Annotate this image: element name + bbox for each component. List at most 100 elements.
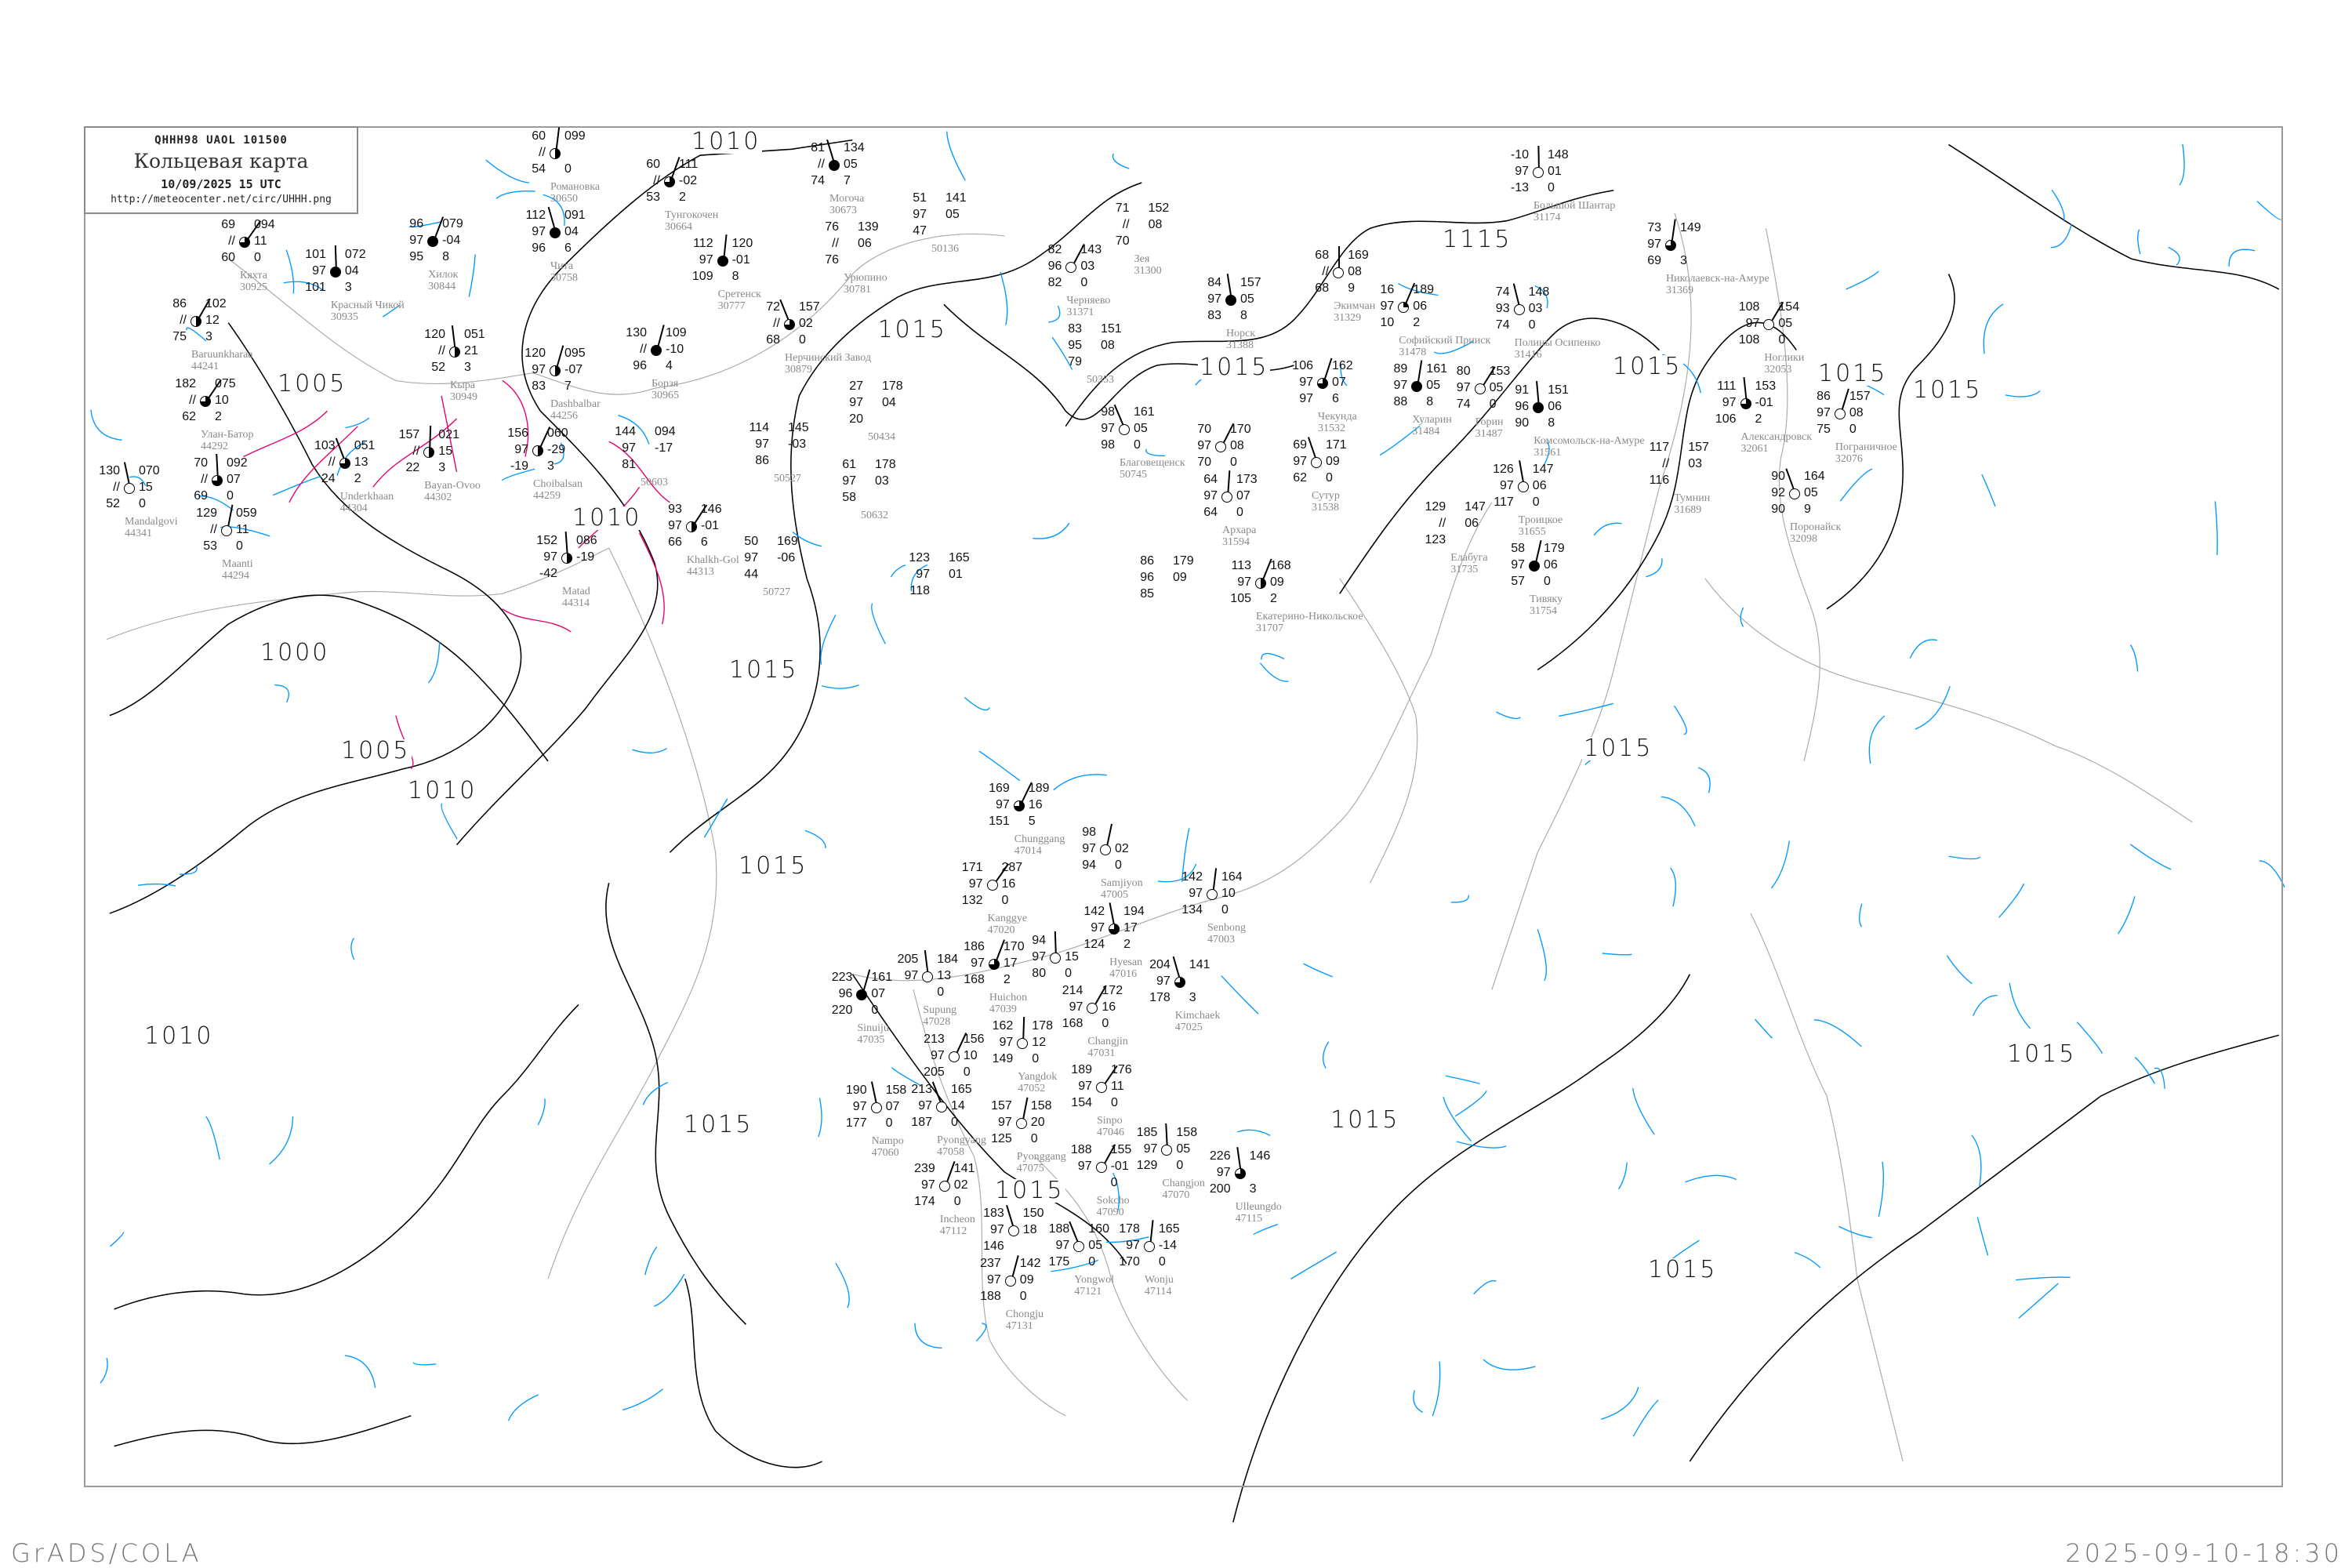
station-temperature: 157 [991, 1098, 1012, 1112]
isotherm-segment [1981, 474, 1996, 507]
isotherm-segment [2077, 1022, 2103, 1054]
station-id: 47028 [923, 1016, 951, 1029]
cloud-cover-circle [1665, 239, 1676, 251]
cloud-cover-circle [239, 237, 250, 248]
station-dewpoint: 75 [1817, 423, 1831, 437]
station-dewpoint: 75 [172, 330, 187, 344]
station-temperature: 101 [305, 248, 326, 261]
station-dewpoint: 20 [849, 412, 863, 426]
station-pressure-tendency: 12 [205, 314, 220, 328]
station-cloud-info: 0 [1236, 506, 1243, 520]
station-dewpoint: 57 [1511, 575, 1525, 589]
station-pressure: 109 [666, 326, 687, 339]
station-pressure-tendency: 03 [875, 474, 889, 488]
station-visibility: // [180, 314, 187, 328]
station-pressure: 162 [1332, 358, 1353, 372]
station-visibility: // [653, 174, 660, 187]
station-name: Горин [1475, 416, 1504, 429]
isotherm-segment [1670, 867, 1676, 907]
station-visibility: 97 [968, 877, 983, 891]
station-name: Underkhaan [339, 491, 394, 503]
station-dewpoint: 82 [1047, 275, 1062, 289]
isotherm-segment [1685, 1174, 1737, 1183]
isotherm-segment [1909, 639, 1938, 659]
station-name: Dashbalbar [550, 398, 601, 411]
station-temperature: 204 [1149, 958, 1171, 971]
station-name: Sinpo [1097, 1115, 1123, 1127]
isotherm-segment [186, 327, 207, 342]
station-pressure: 095 [564, 347, 586, 361]
station-dewpoint: 134 [1181, 903, 1203, 916]
isotherm-segment [1846, 270, 1879, 290]
station-pressure: 145 [788, 421, 809, 434]
station-cloud-info: 2 [1003, 972, 1011, 986]
station-pressure-tendency: 10 [1221, 887, 1236, 900]
station-id: 30879 [785, 363, 812, 376]
station-pressure-tendency: 05 [1134, 422, 1148, 435]
station-dewpoint: 79 [1068, 355, 1082, 369]
isotherm-segment [1033, 522, 1070, 539]
station-temperature: 129 [1425, 500, 1446, 514]
station-pressure: 179 [1544, 542, 1565, 556]
station-pressure-tendency: 15 [1065, 950, 1079, 964]
station-temperature: 76 [825, 220, 839, 234]
station-name: Красный Чикой [330, 299, 405, 311]
isotherm-segment [1868, 715, 1886, 764]
station-name: Александровск [1740, 431, 1813, 444]
isotherm-segment [1976, 1217, 1989, 1256]
station-name: Нерчинский Завод [785, 351, 871, 364]
station-dewpoint: 177 [845, 1116, 867, 1130]
station-cloud-info: 0 [1548, 180, 1555, 194]
station-pressure: 134 [844, 140, 865, 154]
station-temperature: 80 [1456, 365, 1471, 379]
cloud-cover-circle [1065, 261, 1077, 273]
station-id: 47058 [937, 1145, 964, 1158]
station-pressure-tendency: -14 [1158, 1238, 1178, 1252]
station-name: Хилок [428, 269, 459, 281]
station-pressure: 287 [1001, 860, 1023, 874]
station-name: Hyesan [1109, 956, 1143, 969]
isotherm-segment [2129, 644, 2139, 672]
station-visibility: 97 [918, 1098, 932, 1112]
station-visibility: 97 [852, 1100, 867, 1113]
station-name: Чита [550, 260, 574, 273]
cloud-cover-circle [651, 345, 662, 356]
station-visibility: // [1122, 218, 1130, 231]
station-pressure-tendency: 20 [1030, 1115, 1045, 1129]
station-id: 31707 [1256, 622, 1283, 634]
isotherm-segment [1253, 1223, 1278, 1236]
station-name: Сутур [1312, 490, 1340, 503]
station-name: Софийский Прииск [1399, 334, 1491, 347]
station-dewpoint: 74 [811, 173, 825, 187]
station-id: 47090 [1096, 1206, 1124, 1218]
station-visibility: // [1662, 457, 1670, 470]
cloud-cover-circle [1225, 294, 1236, 306]
isotherm-segment [90, 409, 122, 441]
station-temperature: 69 [1293, 438, 1307, 452]
station-temperature: 126 [1493, 463, 1514, 476]
station-visibility: 97 [744, 551, 759, 564]
station-pressure: 102 [205, 297, 227, 311]
station-dewpoint: 81 [622, 458, 636, 471]
isotherm-segment [344, 1355, 376, 1388]
station-pressure: 161 [871, 971, 893, 984]
station-temperature: 130 [626, 326, 647, 339]
station-visibility: 97 [622, 441, 636, 455]
station-pressure: 094 [254, 218, 275, 231]
isotherm-segment [1112, 153, 1130, 169]
station-id: 30650 [550, 193, 578, 205]
station-visibility: 97 [1078, 1080, 1092, 1094]
station-id: 50745 [1120, 469, 1147, 481]
isotherm-segment [1878, 1161, 1885, 1218]
station-id: 31594 [1222, 536, 1250, 549]
cloud-cover-circle [1311, 457, 1322, 469]
station-pressure: 173 [1236, 473, 1258, 487]
station-name: Сретенск [717, 289, 761, 301]
station-temperature: 98 [1101, 405, 1115, 419]
station-pressure: 157 [1849, 390, 1871, 404]
isotherm-segment [1946, 955, 1973, 985]
station-pressure-tendency: 05 [1778, 317, 1793, 330]
station-name: Зея [1134, 253, 1150, 265]
isobar-label: 1010 [690, 128, 763, 155]
station-visibility: // [640, 343, 647, 356]
